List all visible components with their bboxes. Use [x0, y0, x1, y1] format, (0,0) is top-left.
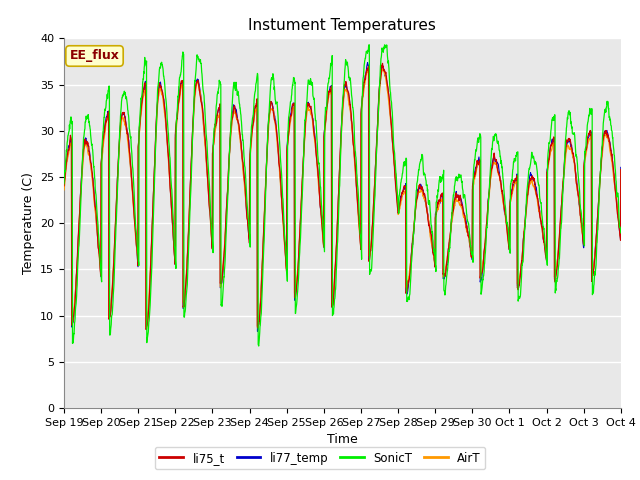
- Text: EE_flux: EE_flux: [70, 49, 120, 62]
- X-axis label: Time: Time: [327, 433, 358, 446]
- Title: Instument Temperatures: Instument Temperatures: [248, 18, 436, 33]
- Legend: li75_t, li77_temp, SonicT, AirT: li75_t, li77_temp, SonicT, AirT: [155, 447, 485, 469]
- Y-axis label: Temperature (C): Temperature (C): [22, 172, 35, 274]
